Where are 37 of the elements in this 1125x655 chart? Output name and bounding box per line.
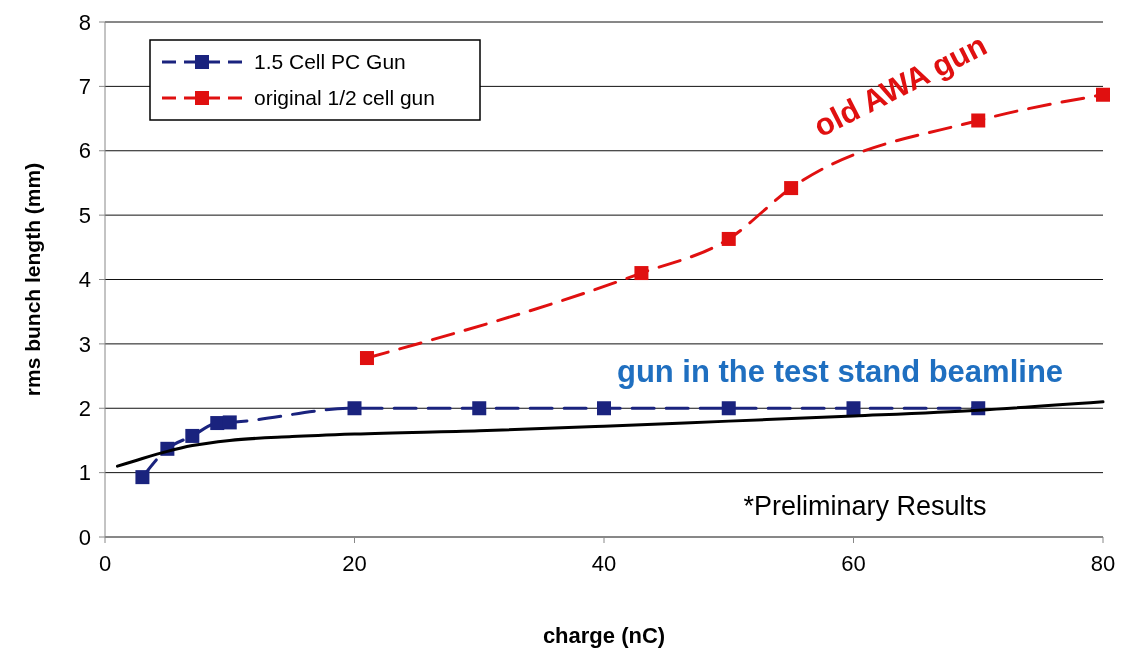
point (135, 470, 150, 485)
point (846, 401, 861, 416)
y-tick-label: 0 (78, 524, 91, 550)
point (971, 113, 986, 128)
annotation: gun in the test stand beamline (616, 354, 1064, 389)
x-tick-label: 80 (1090, 551, 1116, 576)
point (347, 401, 362, 416)
point (1096, 87, 1110, 102)
x-tick-label: 0 (98, 551, 112, 576)
y-tick-label: 8 (78, 9, 91, 35)
point (721, 231, 736, 246)
point (634, 266, 649, 281)
x-tick-label: 20 (342, 551, 367, 576)
point (721, 401, 736, 416)
point (472, 401, 487, 416)
point (222, 415, 237, 430)
legend-label: original 1/2 cell gun (254, 86, 435, 110)
x-axis-title: charge (nC) (542, 623, 666, 648)
legend-label: 1.5 Cell PC Gun (254, 50, 406, 74)
y-tick-label: 4 (78, 267, 91, 293)
y-tick-label: 7 (78, 74, 91, 100)
y-tick-label: 1 (78, 460, 91, 486)
y-tick-label: 3 (78, 331, 91, 357)
point (210, 416, 225, 431)
annotation: *Preliminary Results (743, 491, 987, 521)
point (597, 401, 611, 416)
y-tick-label: 5 (78, 202, 91, 228)
point (359, 351, 374, 366)
y-axis-title: rms bunch length (mm) (21, 162, 44, 397)
y-tick-label: 2 (78, 395, 91, 421)
x-tick-label: 40 (591, 551, 617, 576)
line-series (115, 400, 1105, 468)
point (185, 428, 200, 443)
y-tick-label: 6 (78, 138, 91, 164)
point (784, 181, 799, 196)
annotation: old AWA gun (808, 27, 993, 145)
x-tick-label: 60 (841, 551, 866, 576)
